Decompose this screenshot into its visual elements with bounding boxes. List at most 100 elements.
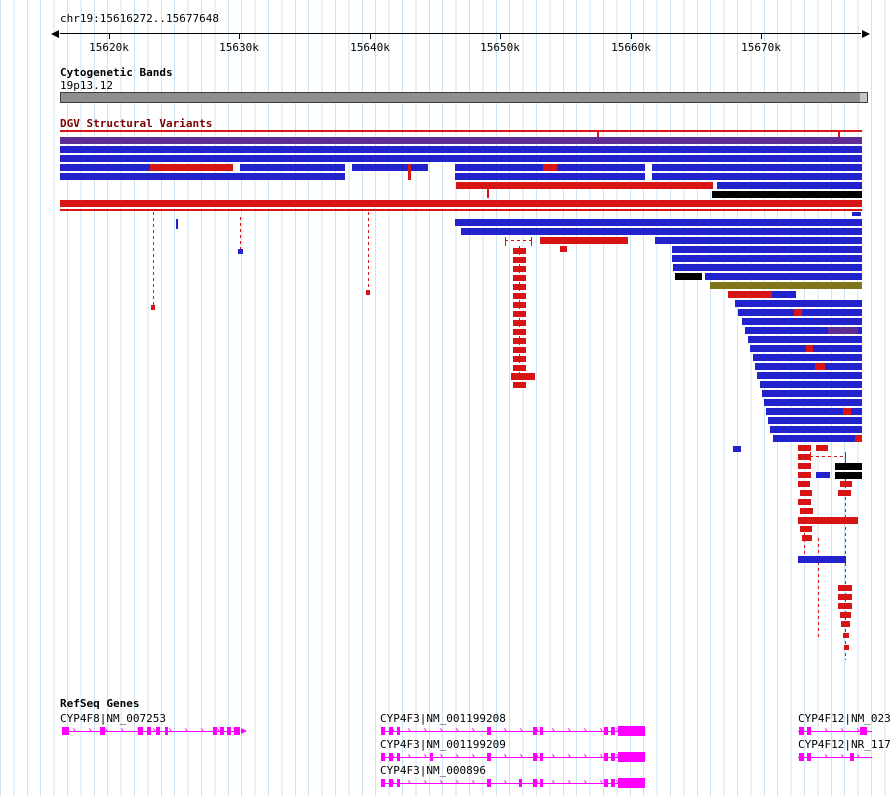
variant-bar[interactable] xyxy=(733,446,741,452)
variant-bar[interactable] xyxy=(652,164,862,171)
gene-exon[interactable] xyxy=(799,753,804,761)
variant-bar[interactable] xyxy=(597,132,599,137)
variant-bar[interactable] xyxy=(800,490,812,496)
variant-bar[interactable] xyxy=(798,481,810,487)
variant-bar[interactable] xyxy=(838,490,851,496)
gene-exon[interactable] xyxy=(227,727,231,735)
variant-bar[interactable] xyxy=(838,585,852,591)
variant-bar[interactable] xyxy=(60,200,862,207)
gene-exon[interactable] xyxy=(389,727,393,735)
variant-bar[interactable] xyxy=(513,356,526,362)
variant-bar[interactable] xyxy=(753,354,862,361)
variant-bar[interactable] xyxy=(794,309,802,316)
gene-exon[interactable] xyxy=(533,779,537,787)
gene-exon[interactable] xyxy=(156,727,160,735)
variant-bar[interactable] xyxy=(652,173,862,180)
variant-bar[interactable] xyxy=(757,372,862,379)
variant-bar[interactable] xyxy=(748,336,862,343)
gene-exon[interactable] xyxy=(389,779,393,787)
variant-bar[interactable] xyxy=(455,173,645,180)
gene-exon[interactable] xyxy=(540,753,543,761)
gene-exon[interactable] xyxy=(487,727,491,735)
variant-bar[interactable] xyxy=(742,318,862,325)
variant-bar[interactable] xyxy=(844,645,849,650)
variant-bar[interactable] xyxy=(352,164,428,171)
variant-bar[interactable] xyxy=(843,633,849,638)
variant-bar[interactable] xyxy=(772,291,796,298)
gene-exon[interactable] xyxy=(430,753,433,761)
variant-bar[interactable] xyxy=(755,363,862,370)
variant-bar[interactable] xyxy=(513,266,526,272)
variant-bar[interactable] xyxy=(150,164,233,171)
gene-label[interactable]: CYP4F12|NM_0239 xyxy=(798,712,890,725)
variant-bar[interactable] xyxy=(513,329,526,335)
gene-exon[interactable] xyxy=(604,753,608,761)
gene-exon[interactable] xyxy=(165,727,168,735)
variant-bar[interactable] xyxy=(770,426,862,433)
gene-label[interactable]: CYP4F3|NM_001199208 xyxy=(380,712,506,725)
gene-line[interactable] xyxy=(62,731,240,732)
gene-exon[interactable] xyxy=(381,727,385,735)
variant-bar[interactable] xyxy=(855,435,862,442)
variant-bar[interactable] xyxy=(513,320,526,326)
variant-bar[interactable] xyxy=(710,282,862,289)
variant-bar[interactable] xyxy=(513,382,526,388)
variant-bar[interactable] xyxy=(798,454,811,460)
variant-bar[interactable] xyxy=(455,219,862,226)
gene-line[interactable] xyxy=(798,757,872,758)
variant-bar[interactable] xyxy=(773,435,862,442)
variant-bar[interactable] xyxy=(828,327,858,334)
gene-exon[interactable] xyxy=(533,753,537,761)
gene-exon[interactable] xyxy=(860,727,867,735)
gene-exon[interactable] xyxy=(850,753,854,761)
variant-bar[interactable] xyxy=(455,164,543,171)
gene-exon[interactable] xyxy=(540,727,543,735)
variant-bar[interactable] xyxy=(798,499,811,505)
variant-bar[interactable] xyxy=(766,408,862,415)
gene-exon[interactable] xyxy=(397,779,400,787)
variant-bar[interactable] xyxy=(840,612,851,618)
variant-bar[interactable] xyxy=(728,291,772,298)
gene-label[interactable]: CYP4F12|NR_1170 xyxy=(798,738,890,751)
variant-bar[interactable] xyxy=(762,390,862,397)
variant-bar[interactable] xyxy=(838,132,840,137)
variant-bar[interactable] xyxy=(540,237,628,244)
gene-exon[interactable] xyxy=(397,727,400,735)
variant-bar[interactable] xyxy=(238,249,243,254)
gene-exon[interactable] xyxy=(381,753,385,761)
gene-exon[interactable] xyxy=(533,727,537,735)
variant-bar[interactable] xyxy=(655,237,862,244)
gene-exon[interactable] xyxy=(799,727,804,735)
variant-bar[interactable] xyxy=(735,300,862,307)
variant-bar[interactable] xyxy=(675,273,702,280)
gene-exon[interactable] xyxy=(604,727,608,735)
variant-bar[interactable] xyxy=(513,347,526,353)
gene-utr-box[interactable] xyxy=(618,778,645,788)
gene-label[interactable]: CYP4F3|NM_001199209 xyxy=(380,738,506,751)
gene-exon[interactable] xyxy=(234,727,240,735)
gene-exon[interactable] xyxy=(807,753,811,761)
variant-bar[interactable] xyxy=(800,508,813,514)
gene-label[interactable]: CYP4F8|NM_007253 xyxy=(60,712,166,725)
variant-bar[interactable] xyxy=(408,164,411,180)
variant-bar[interactable] xyxy=(513,284,526,290)
variant-bar[interactable] xyxy=(852,212,861,216)
gene-exon[interactable] xyxy=(147,727,151,735)
variant-bar[interactable] xyxy=(487,182,489,198)
variant-bar[interactable] xyxy=(511,373,535,380)
variant-bar[interactable] xyxy=(768,417,862,424)
gene-exon[interactable] xyxy=(381,779,385,787)
variant-bar[interactable] xyxy=(815,363,825,370)
variant-bar[interactable] xyxy=(513,257,526,263)
variant-bar[interactable] xyxy=(60,146,862,153)
variant-bar[interactable] xyxy=(176,219,178,229)
variant-bar[interactable] xyxy=(60,137,862,144)
variant-bar[interactable] xyxy=(151,305,155,310)
variant-bar[interactable] xyxy=(843,408,851,415)
gene-exon[interactable] xyxy=(487,753,491,761)
gene-exon[interactable] xyxy=(100,727,105,735)
gene-exon[interactable] xyxy=(611,753,615,761)
variant-bar[interactable] xyxy=(60,164,150,171)
cytoband-bar[interactable] xyxy=(60,92,860,103)
variant-bar[interactable] xyxy=(60,130,862,132)
